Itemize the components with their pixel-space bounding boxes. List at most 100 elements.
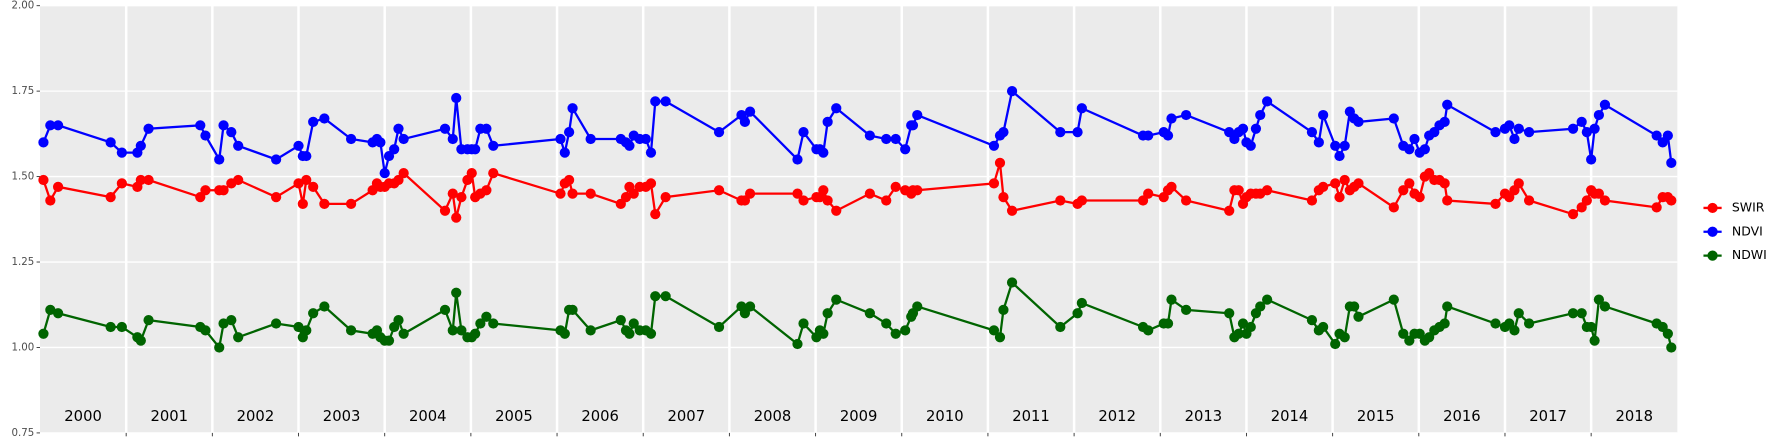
point bbox=[994, 157, 1006, 169]
year-label: 2010 bbox=[926, 408, 964, 425]
point bbox=[1330, 338, 1341, 350]
point bbox=[293, 321, 304, 333]
point bbox=[563, 127, 575, 138]
point bbox=[831, 205, 842, 216]
point bbox=[798, 127, 809, 138]
legend-swatch bbox=[1707, 250, 1718, 261]
point bbox=[439, 205, 451, 216]
point bbox=[470, 144, 481, 155]
point bbox=[52, 120, 64, 131]
point bbox=[1504, 120, 1515, 131]
point bbox=[1143, 325, 1154, 336]
point bbox=[890, 181, 901, 192]
point bbox=[214, 154, 225, 165]
point bbox=[1072, 127, 1083, 138]
legend-swatch bbox=[1707, 226, 1718, 237]
point bbox=[1593, 294, 1605, 305]
panel bbox=[39, 5, 1678, 433]
point bbox=[1306, 315, 1318, 326]
point bbox=[1162, 130, 1174, 141]
point bbox=[143, 123, 154, 134]
point bbox=[792, 154, 803, 165]
point bbox=[38, 174, 49, 186]
point bbox=[798, 195, 809, 206]
year-label: 2017 bbox=[1529, 408, 1567, 425]
point bbox=[912, 185, 923, 196]
point bbox=[660, 191, 671, 203]
point bbox=[447, 325, 458, 336]
point bbox=[481, 123, 492, 134]
point bbox=[1349, 301, 1360, 312]
point bbox=[1143, 188, 1154, 199]
point bbox=[864, 308, 875, 319]
point bbox=[1255, 301, 1266, 312]
point bbox=[650, 291, 661, 302]
point bbox=[451, 287, 462, 298]
point bbox=[1388, 113, 1399, 124]
point bbox=[38, 137, 49, 148]
point bbox=[105, 321, 116, 333]
marks bbox=[38, 86, 1677, 353]
point bbox=[475, 318, 486, 329]
point bbox=[1006, 205, 1018, 216]
point bbox=[640, 133, 651, 145]
point bbox=[1651, 202, 1662, 213]
year-label: 2005 bbox=[495, 408, 533, 425]
point bbox=[1439, 116, 1450, 128]
point bbox=[1581, 127, 1592, 138]
point bbox=[1666, 195, 1677, 206]
point bbox=[998, 127, 1009, 138]
y-tick-label: 0.75 bbox=[12, 428, 35, 439]
point bbox=[481, 185, 492, 196]
point bbox=[822, 308, 833, 319]
point bbox=[881, 133, 892, 145]
point bbox=[792, 188, 803, 199]
year-label: 2003 bbox=[323, 408, 361, 425]
point bbox=[567, 188, 578, 199]
point bbox=[52, 308, 64, 319]
point bbox=[585, 188, 596, 199]
point bbox=[998, 304, 1009, 315]
point bbox=[890, 328, 901, 339]
point bbox=[393, 315, 404, 326]
point bbox=[1586, 321, 1597, 333]
legend: SWIR NDVI NDWI bbox=[1703, 199, 1767, 262]
point bbox=[624, 328, 635, 339]
point bbox=[559, 328, 570, 339]
point bbox=[1581, 195, 1592, 206]
year-label: 2016 bbox=[1443, 408, 1481, 425]
point bbox=[988, 140, 1000, 151]
point bbox=[456, 325, 467, 336]
point bbox=[1006, 86, 1018, 97]
point bbox=[988, 178, 1000, 189]
point bbox=[1593, 109, 1605, 121]
point bbox=[1589, 123, 1600, 134]
point bbox=[143, 315, 154, 326]
point bbox=[1651, 130, 1662, 141]
point bbox=[1442, 195, 1453, 206]
point bbox=[439, 123, 451, 134]
y-tick-label: 2.00 bbox=[12, 1, 35, 12]
point bbox=[1419, 144, 1430, 155]
point bbox=[660, 291, 671, 302]
year-label: 2009 bbox=[840, 408, 878, 425]
point bbox=[297, 198, 308, 210]
point bbox=[792, 338, 803, 350]
point bbox=[1262, 96, 1273, 107]
point bbox=[1318, 109, 1329, 121]
point bbox=[900, 144, 911, 155]
point bbox=[1237, 318, 1249, 329]
point bbox=[301, 150, 312, 162]
point bbox=[1318, 321, 1329, 333]
legend-label: NDVI bbox=[1732, 223, 1763, 238]
point bbox=[319, 301, 330, 312]
point bbox=[1224, 308, 1235, 319]
point bbox=[1262, 185, 1273, 196]
point bbox=[988, 325, 1000, 336]
point bbox=[881, 318, 892, 329]
point bbox=[798, 318, 809, 329]
legend-label: SWIR bbox=[1732, 199, 1765, 214]
point bbox=[233, 332, 244, 343]
year-label: 2007 bbox=[668, 408, 706, 425]
year-label: 2015 bbox=[1357, 408, 1395, 425]
